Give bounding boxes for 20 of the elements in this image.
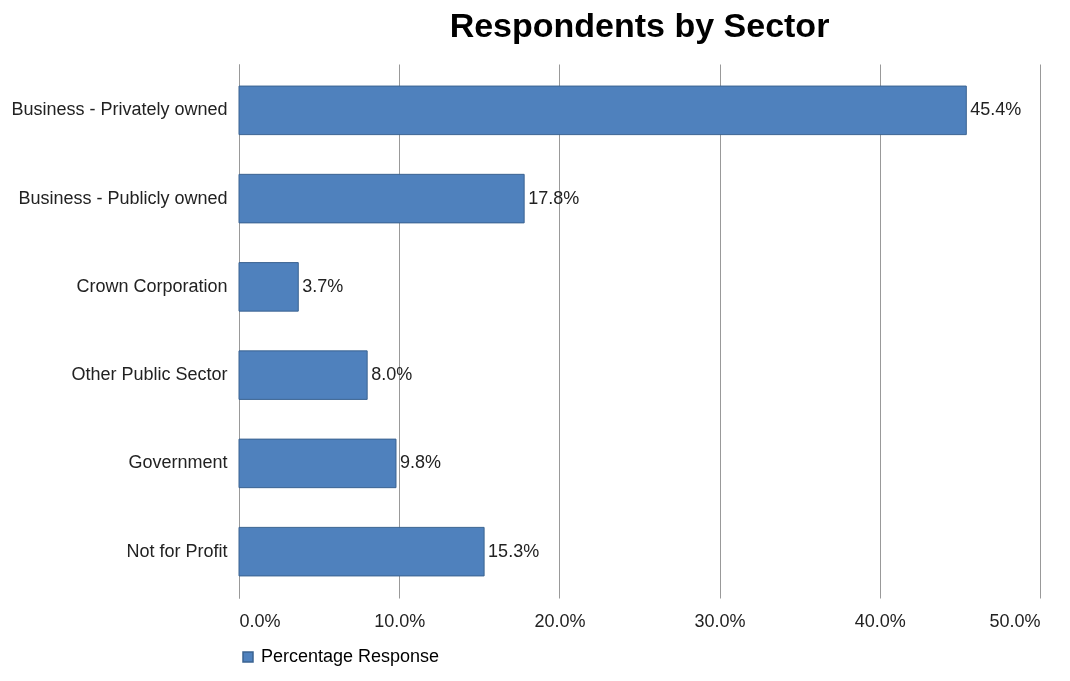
data-label: 45.4% — [970, 99, 1022, 120]
x-tick-label: 40.0% — [854, 610, 906, 631]
x-tick-label: 50.0% — [989, 610, 1041, 631]
y-tick-label: Crown Corporation — [76, 275, 228, 296]
data-label: 15.3% — [488, 540, 540, 561]
x-tick-label: 20.0% — [534, 610, 586, 631]
data-label: 3.7% — [302, 275, 344, 296]
x-tick-label: 0.0% — [239, 610, 281, 631]
y-tick-label: Business - Privately owned — [11, 99, 228, 120]
y-tick-label: Government — [128, 452, 228, 473]
legend-label: Percentage Response — [261, 646, 440, 666]
chart-title: Respondents by Sector — [449, 6, 830, 44]
data-label: 9.8% — [400, 452, 442, 473]
data-label: 17.8% — [528, 187, 580, 208]
data-label: 8.0% — [371, 364, 413, 385]
x-tick-label: 30.0% — [694, 610, 746, 631]
y-tick-label: Business - Publicly owned — [18, 187, 228, 208]
y-tick-label: Other Public Sector — [71, 364, 228, 385]
x-tick-label: 10.0% — [374, 610, 426, 631]
y-tick-label: Not for Profit — [126, 540, 228, 561]
